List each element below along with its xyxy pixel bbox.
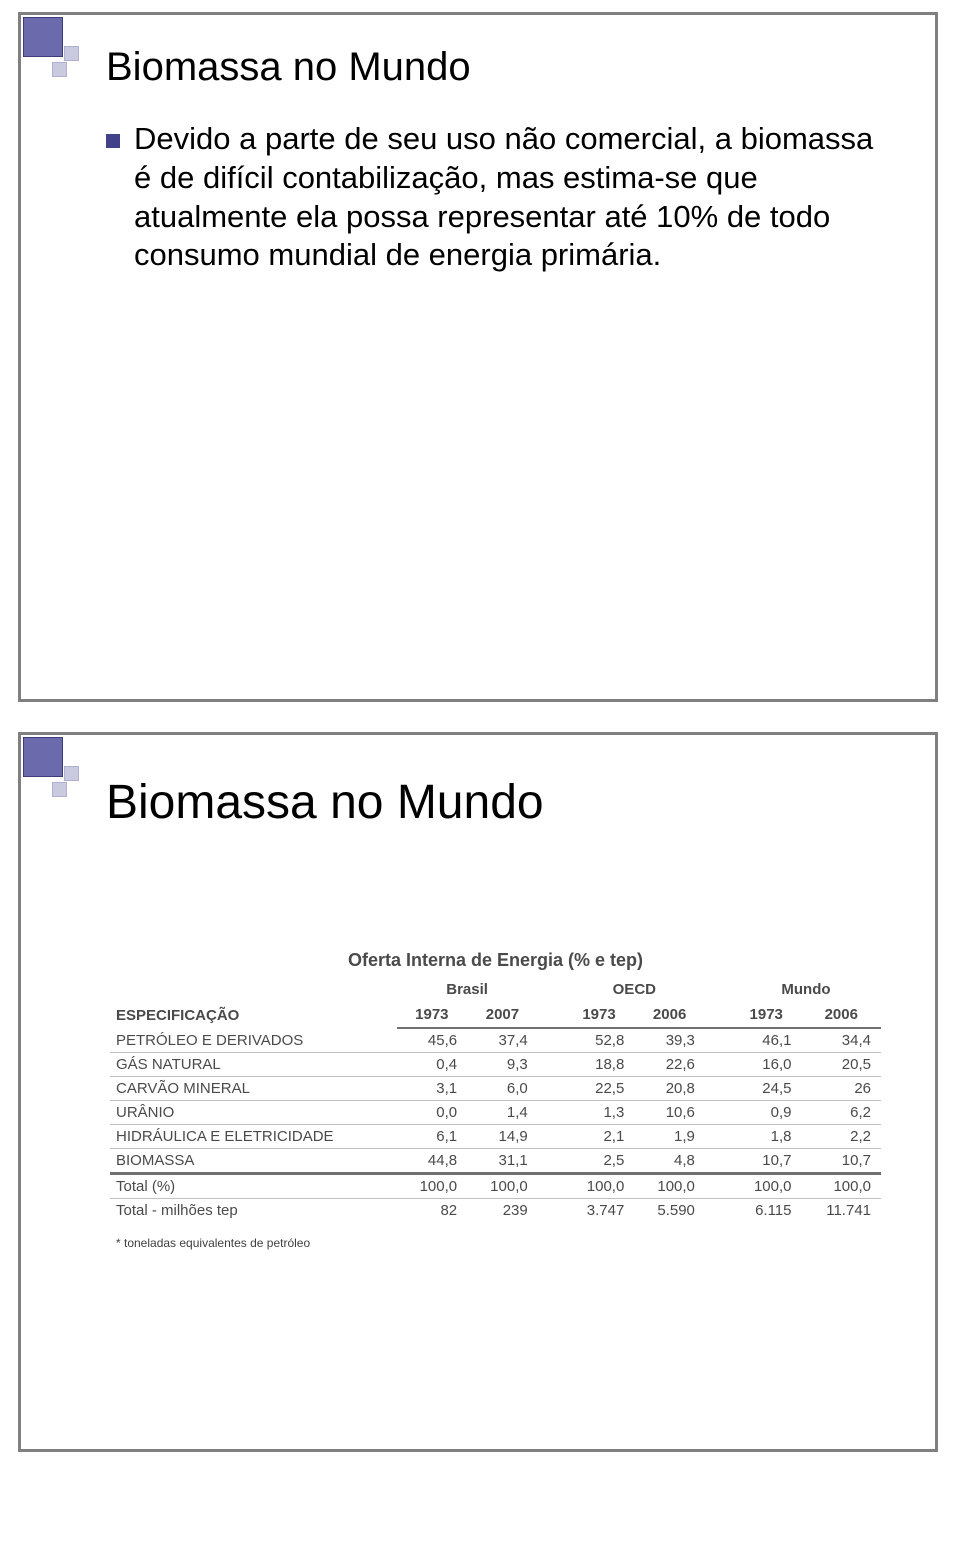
- bullet-icon: [106, 134, 120, 148]
- table-row: HIDRÁULICA E ELETRICIDADE6,114,9 2,11,9 1,…: [110, 1125, 881, 1149]
- cell-value: 18,8: [564, 1053, 635, 1077]
- cell-value: 2,5: [564, 1149, 635, 1174]
- row-label: BIOMASSA: [110, 1149, 397, 1174]
- cell-value: 100,0: [802, 1174, 882, 1199]
- table-row: URÂNIO0,01,4 1,310,6 0,96,2: [110, 1101, 881, 1125]
- cell-value: 5.590: [634, 1199, 705, 1223]
- cell-value: 100,0: [564, 1174, 635, 1199]
- col-year: 2006: [802, 1002, 882, 1028]
- cell-value: 22,6: [634, 1053, 705, 1077]
- bullet-text: Devido a parte de seu uso não comercial,…: [134, 120, 885, 275]
- table-row: GÁS NATURAL0,49,3 18,822,6 16,020,5: [110, 1053, 881, 1077]
- cell-value: 100,0: [397, 1174, 468, 1199]
- table-total-row: Total - milhões tep82239 3.7475.590 6.1151…: [110, 1199, 881, 1223]
- cell-value: 44,8: [397, 1149, 468, 1174]
- table-total-row: Total (%)100,0100,0100,0100,0100,0100,0: [110, 1174, 881, 1199]
- cell-value: 0,0: [397, 1101, 468, 1125]
- col-year: 2007: [467, 1002, 538, 1028]
- row-label: PETRÓLEO E DERIVADOS: [110, 1028, 397, 1053]
- cell-value: 0,4: [397, 1053, 468, 1077]
- cell-value: 9,3: [467, 1053, 538, 1077]
- cell-value: 24,5: [731, 1077, 802, 1101]
- bullet-item: Devido a parte de seu uso não comercial,…: [106, 120, 885, 275]
- cell-value: 100,0: [634, 1174, 705, 1199]
- cell-value: 1,9: [634, 1125, 705, 1149]
- row-label: HIDRÁULICA E ELETRICIDADE: [110, 1125, 397, 1149]
- row-label: CARVÃO MINERAL: [110, 1077, 397, 1101]
- col-year: 1973: [397, 1002, 468, 1028]
- col-region: Mundo: [731, 977, 881, 1002]
- cell-value: 6,0: [467, 1077, 538, 1101]
- slide-2: Biomassa no Mundo Oferta Interna de Ener…: [18, 732, 938, 1452]
- row-label: URÂNIO: [110, 1101, 397, 1125]
- cell-value: 14,9: [467, 1125, 538, 1149]
- cell-value: 0,9: [731, 1101, 802, 1125]
- table-row: CARVÃO MINERAL3,16,0 22,520,8 24,526: [110, 1077, 881, 1101]
- col-spec: ESPECIFICAÇÃO: [110, 977, 397, 1028]
- cell-value: 52,8: [564, 1028, 635, 1053]
- cell-value: 3.747: [564, 1199, 635, 1223]
- cell-value: 22,5: [564, 1077, 635, 1101]
- cell-value: 20,8: [634, 1077, 705, 1101]
- cell-value: 6.115: [731, 1199, 802, 1223]
- slide-1: Biomassa no Mundo Devido a parte de seu …: [18, 12, 938, 702]
- cell-value: 10,7: [802, 1149, 882, 1174]
- cell-value: 10,6: [634, 1101, 705, 1125]
- cell-value: 3,1: [397, 1077, 468, 1101]
- row-label: GÁS NATURAL: [110, 1053, 397, 1077]
- slide-title: Biomassa no Mundo: [106, 45, 885, 90]
- col-year: 1973: [564, 1002, 635, 1028]
- cell-value: 39,3: [634, 1028, 705, 1053]
- slide-title: Biomassa no Mundo: [106, 775, 885, 830]
- table-row: PETRÓLEO E DERIVADOS45,637,4 52,839,3 46,1…: [110, 1028, 881, 1053]
- col-year: 1973: [731, 1002, 802, 1028]
- cell-value: 11.741: [802, 1199, 882, 1223]
- cell-value: 82: [397, 1199, 468, 1223]
- energy-table: ESPECIFICAÇÃO Brasil OECD Mundo 1973 200…: [110, 977, 881, 1222]
- cell-value: 100,0: [467, 1174, 538, 1199]
- cell-value: 45,6: [397, 1028, 468, 1053]
- cell-value: 20,5: [802, 1053, 882, 1077]
- cell-value: 1,8: [731, 1125, 802, 1149]
- cell-value: 1,3: [564, 1101, 635, 1125]
- col-region: Brasil: [397, 977, 538, 1002]
- cell-value: 16,0: [731, 1053, 802, 1077]
- cell-value: 37,4: [467, 1028, 538, 1053]
- cell-value: 31,1: [467, 1149, 538, 1174]
- cell-value: 10,7: [731, 1149, 802, 1174]
- table-footnote: * toneladas equivalentes de petróleo: [110, 1236, 881, 1250]
- energy-table-container: Oferta Interna de Energia (% e tep) ESPE…: [106, 950, 885, 1250]
- cell-value: 4,8: [634, 1149, 705, 1174]
- cell-value: 2,1: [564, 1125, 635, 1149]
- table-row: BIOMASSA44,831,1 2,54,8 10,710,7: [110, 1149, 881, 1174]
- row-label: Total - milhões tep: [110, 1199, 397, 1223]
- cell-value: 46,1: [731, 1028, 802, 1053]
- cell-value: 100,0: [731, 1174, 802, 1199]
- cell-value: 239: [467, 1199, 538, 1223]
- slide-corner-decoration: [18, 12, 78, 72]
- table-title: Oferta Interna de Energia (% e tep): [110, 950, 881, 971]
- slide-corner-decoration: [18, 732, 78, 792]
- cell-value: 1,4: [467, 1101, 538, 1125]
- cell-value: 26: [802, 1077, 882, 1101]
- cell-value: 34,4: [802, 1028, 882, 1053]
- col-region: OECD: [564, 977, 705, 1002]
- cell-value: 2,2: [802, 1125, 882, 1149]
- col-year: 2006: [634, 1002, 705, 1028]
- cell-value: 6,1: [397, 1125, 468, 1149]
- cell-value: 6,2: [802, 1101, 882, 1125]
- row-label: Total (%): [110, 1174, 397, 1199]
